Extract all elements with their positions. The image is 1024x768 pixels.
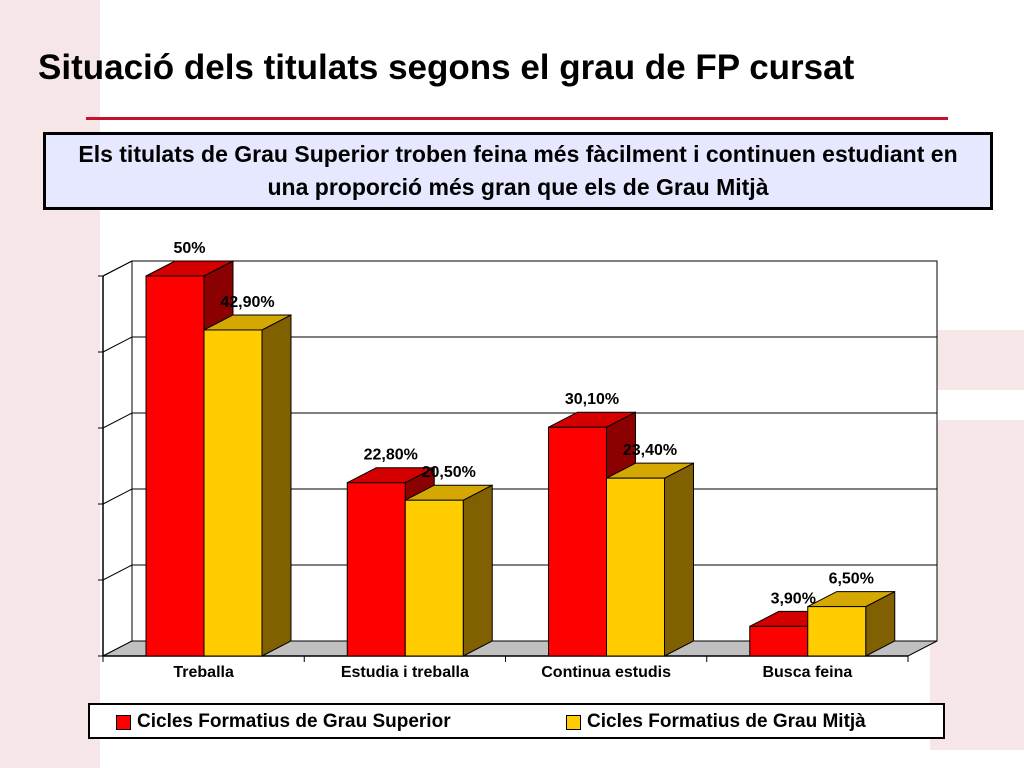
- bar-superior-0: [145, 275, 205, 657]
- legend-item-grau-superior: Cicles Formatius de Grau Superior: [116, 711, 451, 733]
- bar-superior-0-label: 50%: [173, 240, 205, 257]
- gridline: [102, 336, 937, 353]
- slide-title: Situació dels titulats segons el grau de…: [38, 48, 855, 87]
- title-divider: [86, 117, 948, 120]
- x-tick-label: Estudia i treballa: [341, 664, 469, 681]
- x-tick-label: Continua estudis: [541, 664, 671, 681]
- bar-mitja-3-label: 6,50%: [829, 571, 874, 588]
- bar-mitja-1-side: [462, 484, 493, 657]
- x-tick-label: Treballa: [173, 664, 234, 681]
- bar-superior-3: [749, 625, 809, 657]
- legend-swatch-yellow: [566, 714, 581, 730]
- bar-mitja-0: [203, 329, 263, 657]
- bar-mitja-1-label: 20,50%: [422, 464, 476, 481]
- bar-mitja-0-side: [261, 314, 292, 657]
- bar-mitja-3: [807, 606, 867, 657]
- bar-mitja-2-label: 23,40%: [623, 442, 677, 459]
- bar-superior-1-label: 22,80%: [364, 447, 418, 464]
- bar-chart: 50% 42,90% Treballa 22,80%20,50% Estudia i t…: [98, 240, 938, 681]
- gridline: [102, 260, 937, 277]
- legend-label-grau-mitja: Cicles Formatius de Grau Mitjà: [587, 711, 866, 732]
- bar-superior-2: [548, 426, 607, 657]
- bar-mitja-2: [606, 477, 665, 657]
- bar-superior-3-label: 3,90%: [771, 590, 816, 607]
- bar-superior-1: [346, 482, 406, 657]
- gridline: [102, 412, 937, 429]
- chart-legend: Cicles Formatius de Grau Superior Cicles…: [88, 703, 945, 739]
- legend-item-grau-mitja: Cicles Formatius de Grau Mitjà: [566, 711, 866, 733]
- bar-mitja-0-label: 42,90%: [220, 294, 274, 311]
- legend-swatch-red: [116, 714, 131, 730]
- bar-mitja-1: [404, 499, 464, 657]
- bar-mitja-2-side: [664, 462, 694, 657]
- x-tick-label: Busca feina: [762, 664, 852, 681]
- legend-label-grau-superior: Cicles Formatius de Grau Superior: [137, 711, 451, 732]
- bar-superior-2-label: 30,10%: [565, 391, 619, 408]
- callout-box: Els titulats de Grau Superior troben fei…: [43, 132, 993, 210]
